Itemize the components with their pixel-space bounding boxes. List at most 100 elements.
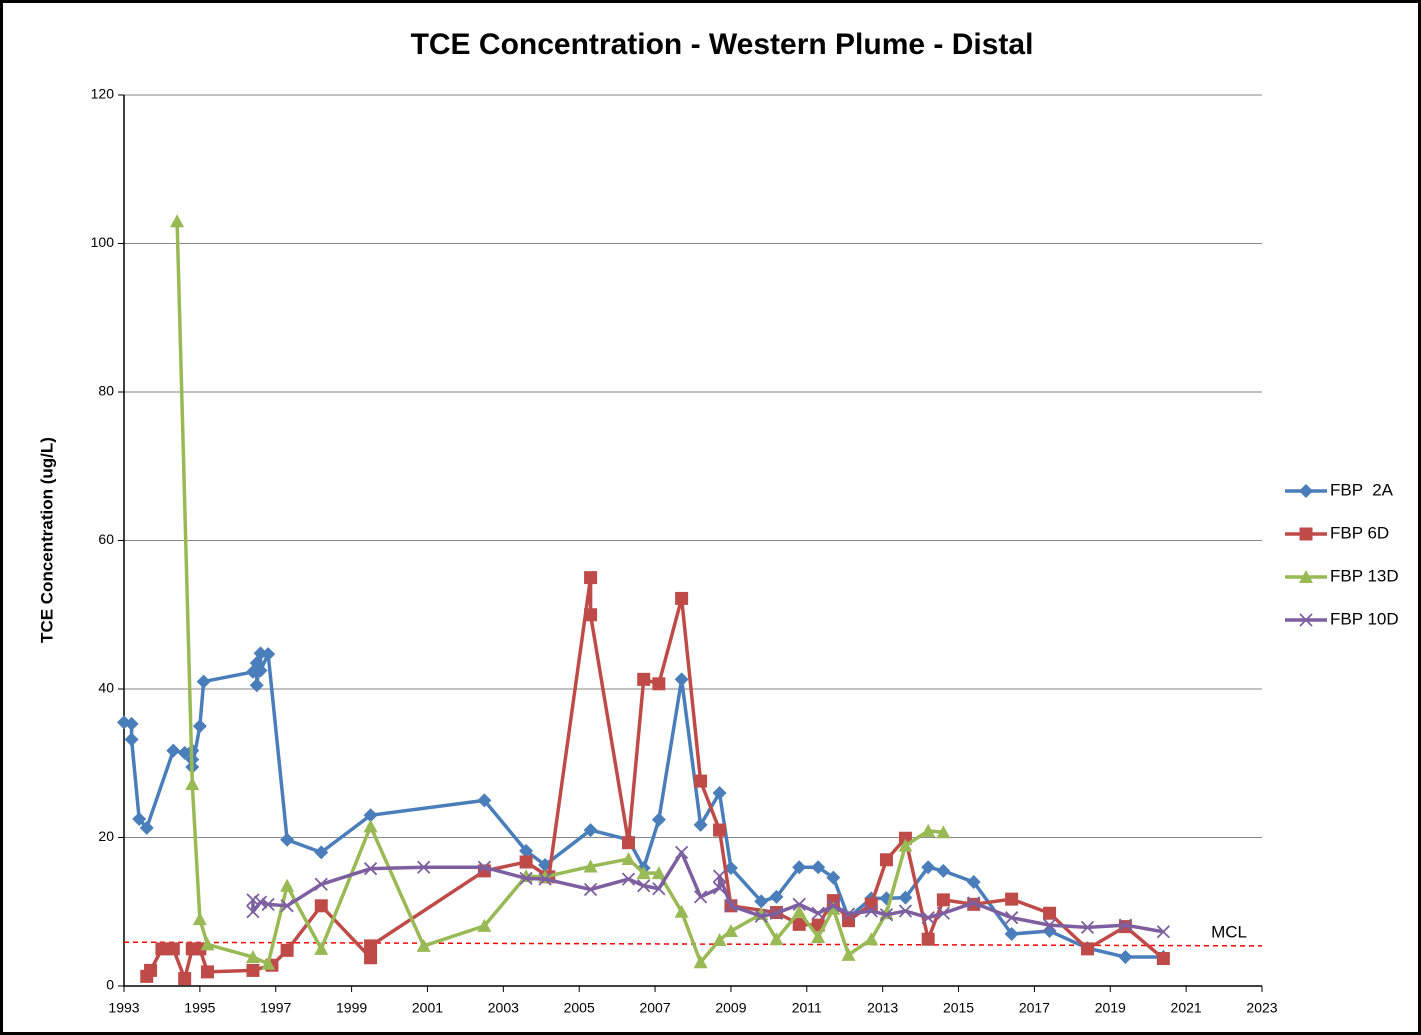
data-point: [1081, 942, 1095, 956]
data-point: [477, 793, 492, 808]
data-point: [921, 823, 936, 837]
data-point: [811, 906, 825, 920]
data-point: [967, 896, 981, 910]
data-point: [280, 878, 295, 892]
data-point: [674, 904, 689, 918]
data-point: [879, 908, 894, 922]
data-point: [477, 860, 492, 874]
data-point: [124, 716, 139, 731]
data-point: [178, 972, 192, 986]
data-point: [280, 899, 294, 913]
legend-label: FBP 2A: [1330, 480, 1394, 499]
data-point: [637, 672, 651, 686]
data-point: [712, 881, 727, 895]
data-point: [139, 820, 154, 835]
data-point: [936, 906, 950, 920]
data-point: [842, 914, 856, 928]
data-point: [936, 893, 950, 907]
y-tick-label: 0: [106, 977, 114, 993]
data-point: [583, 882, 598, 897]
data-point: [124, 732, 139, 747]
data-point: [811, 929, 826, 943]
data-point: [166, 743, 181, 758]
y-tick-label: 60: [98, 531, 114, 547]
data-point: [253, 895, 268, 909]
data-point: [584, 608, 598, 622]
data-point: [826, 870, 841, 885]
series-line: [175, 221, 944, 966]
data-point: [879, 906, 894, 920]
data-point: [652, 882, 666, 896]
data-point: [921, 911, 935, 925]
data-point: [769, 889, 784, 904]
data-point: [826, 901, 841, 915]
data-point: [144, 963, 158, 977]
data-point: [769, 906, 784, 920]
data-point: [519, 871, 533, 885]
data-point: [1005, 892, 1019, 906]
data-point: [921, 932, 935, 946]
data-point: [249, 678, 264, 693]
x-tick-label: 1999: [336, 1000, 367, 1016]
y-tick-label: 80: [98, 383, 114, 399]
data-point: [879, 853, 893, 867]
data-point: [583, 823, 598, 838]
data-point: [192, 719, 207, 734]
x-tick-label: 2015: [943, 1000, 974, 1016]
data-point: [636, 866, 651, 880]
data-point: [1005, 911, 1019, 925]
data-point: [246, 905, 260, 919]
data-point: [712, 869, 727, 883]
x-tick-label: 2021: [1171, 1000, 1202, 1016]
data-point: [898, 890, 913, 905]
data-point: [364, 939, 378, 953]
data-point: [245, 950, 260, 964]
data-point: [280, 943, 294, 957]
data-point: [417, 860, 431, 874]
data-point: [826, 894, 840, 908]
data-point: [1042, 918, 1057, 932]
data-point: [261, 956, 276, 970]
data-point: [637, 879, 651, 893]
y-axis-label: TCE Concentration (ug/L): [37, 437, 56, 643]
data-point: [864, 897, 878, 911]
data-point: [363, 819, 378, 833]
data-point: [314, 941, 329, 955]
data-point: [754, 909, 768, 923]
data-point: [674, 845, 689, 859]
data-point: [253, 663, 268, 678]
legend-marker: [1299, 527, 1313, 541]
data-point: [363, 808, 378, 823]
data-point: [314, 899, 328, 913]
x-tick-label: 2017: [1019, 1000, 1050, 1016]
data-point: [921, 860, 936, 875]
data-point: [841, 947, 856, 961]
x-tick-label: 2011: [792, 1000, 822, 1016]
data-point: [936, 863, 951, 878]
x-tick-label: 1993: [108, 1000, 139, 1016]
reference-label: MCL: [1211, 922, 1247, 941]
x-tick-label: 2009: [715, 1000, 746, 1016]
data-point: [519, 855, 533, 869]
data-point: [841, 907, 856, 921]
data-point: [651, 866, 666, 880]
data-point: [314, 845, 329, 860]
legend-label: FBP 10D: [1330, 609, 1399, 628]
data-point: [416, 938, 431, 952]
data-point: [364, 951, 378, 965]
data-point: [1156, 952, 1170, 966]
data-point: [693, 817, 708, 832]
data-point: [712, 785, 727, 800]
data-point: [674, 672, 689, 687]
data-point: [200, 965, 214, 979]
data-point: [185, 777, 200, 791]
data-point: [477, 918, 492, 932]
data-point: [754, 894, 769, 909]
x-tick-label: 2019: [1095, 1000, 1126, 1016]
data-point: [1080, 920, 1095, 934]
data-point: [712, 932, 727, 946]
data-point: [166, 942, 180, 956]
